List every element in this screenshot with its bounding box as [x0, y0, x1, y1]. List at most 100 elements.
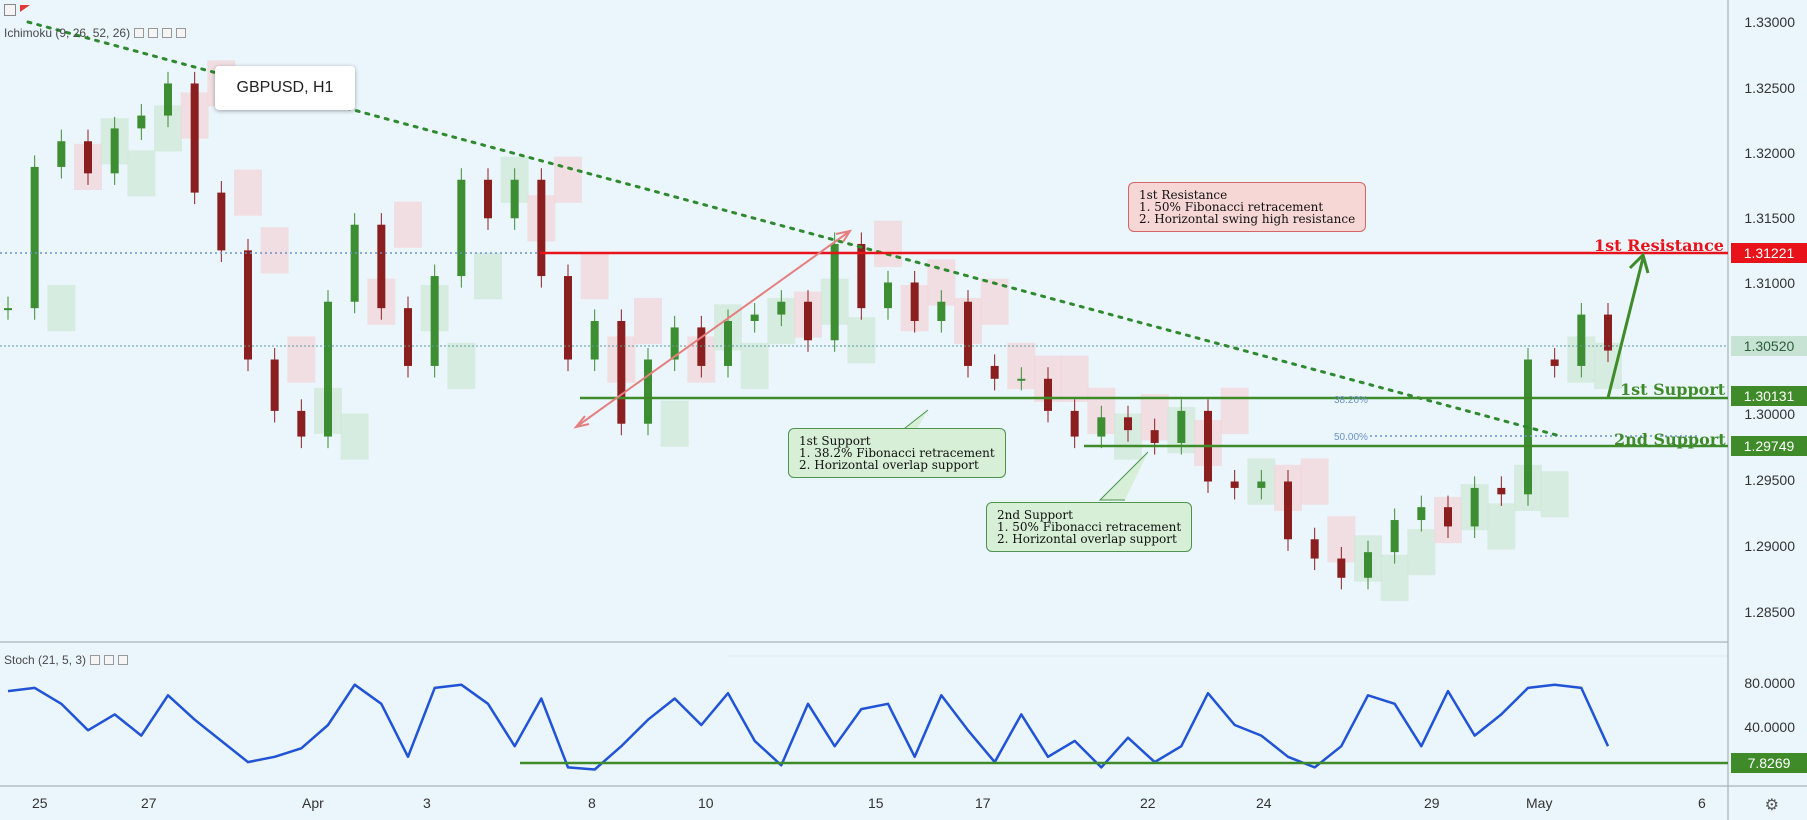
candle-body: [804, 301, 812, 341]
date-axis-label: 17: [975, 795, 991, 811]
stoch-legend[interactable]: Stoch (21, 5, 3): [4, 653, 129, 667]
candle-body: [1417, 507, 1426, 521]
candle-body: [84, 141, 92, 174]
price-candles: [4, 71, 1612, 590]
cloud-segment: [1407, 529, 1436, 576]
cloud-segment: [660, 400, 689, 447]
resistance-note[interactable]: 1st Resistance 1. 50% Fibonacci retracem…: [1128, 182, 1367, 232]
cloud-segment: [234, 169, 262, 216]
gear-icon[interactable]: [148, 28, 159, 38]
ichimoku-label: Ichimoku (9, 26, 52, 26): [4, 26, 131, 40]
stoch-level-tag: 7.8269: [1731, 753, 1807, 773]
resistance-label: 1st Resistance: [1594, 236, 1724, 255]
candle-body: [1044, 378, 1052, 411]
candle-body: [164, 83, 172, 116]
ichimoku-legend[interactable]: Ichimoku (9, 26, 52, 26): [4, 26, 187, 40]
date-axis-label: Apr: [302, 795, 324, 811]
candle-body: [1390, 520, 1399, 553]
candle-body: [457, 179, 466, 277]
candle-body: [1230, 481, 1239, 488]
eye-icon[interactable]: [90, 655, 101, 665]
support1-price-tag: 1.30131: [1731, 386, 1807, 406]
cloud-segment: [474, 252, 502, 300]
candle-body: [617, 321, 626, 424]
flag-icon[interactable]: [20, 4, 30, 12]
cloud-segment: [554, 156, 582, 203]
date-axis-label: 22: [1140, 795, 1156, 811]
candle-body: [1070, 410, 1079, 437]
date-axis-label: 6: [1698, 795, 1706, 811]
close-icon[interactable]: [176, 28, 187, 38]
candle-body: [537, 179, 546, 277]
candle-body: [884, 282, 892, 309]
candle-body: [750, 314, 759, 321]
candle-body: [724, 321, 732, 366]
price-axis-label: 1.30000: [1744, 406, 1795, 422]
fib-arrow-head-start: [573, 415, 590, 429]
price-axis-label: 1.29500: [1744, 472, 1795, 488]
lock-icon[interactable]: [162, 28, 173, 38]
candle-body: [190, 83, 199, 193]
support1-label: 1st Support: [1620, 380, 1726, 399]
candle-body: [30, 166, 39, 309]
candle-body: [990, 365, 999, 379]
support2-label: 2nd Support: [1614, 430, 1726, 449]
stoch-axis-label: 40.0000: [1744, 719, 1795, 735]
target-arrow-head: [1628, 252, 1650, 274]
price-axis-label: 1.29000: [1744, 538, 1795, 554]
candle-body: [1577, 314, 1586, 366]
candle-body: [670, 327, 679, 360]
price-axis-label: 1.28500: [1744, 604, 1795, 620]
cloud-segment: [47, 285, 76, 332]
candle-body: [644, 359, 652, 424]
fib50-label: 50.00%: [1334, 432, 1368, 443]
eye-icon[interactable]: [134, 28, 145, 38]
candle-body: [1124, 417, 1132, 431]
settings-gear-icon[interactable]: ⚙: [1764, 797, 1779, 814]
fib-measure-line: [575, 230, 851, 428]
candle-body: [830, 243, 839, 341]
candle-body: [1364, 552, 1372, 578]
cloud-segment: [340, 413, 369, 460]
cloud-segment: [1540, 471, 1569, 518]
date-axis-label: 24: [1256, 795, 1272, 811]
candle-body: [324, 301, 332, 437]
cloud-segment: [634, 297, 662, 345]
symbol-label[interactable]: GBPUSD, H1: [215, 66, 355, 110]
candle-body: [510, 179, 519, 219]
cloud-segment: [740, 342, 769, 390]
candle-body: [430, 276, 439, 366]
cloud-segment: [1060, 355, 1089, 402]
note2-pointer: [1098, 451, 1149, 501]
support1-note[interactable]: 1st Support 1. 38.2% Fibonacci retraceme…: [788, 428, 1006, 478]
cloud-segment: [287, 336, 316, 383]
candle-body: [137, 115, 146, 129]
candle-body: [937, 301, 946, 321]
cloud-segment: [1300, 458, 1329, 505]
candle-body: [404, 308, 412, 366]
close-icon[interactable]: [118, 655, 129, 665]
fib382-label: 38.20%: [1334, 395, 1368, 406]
candle-body: [4, 308, 12, 311]
candle-body: [1310, 539, 1319, 559]
cloud-segment: [580, 252, 609, 300]
candle-body: [217, 192, 226, 251]
date-axis-label: 27: [141, 795, 157, 811]
cloud-segment: [1220, 387, 1249, 434]
gear-icon[interactable]: [104, 655, 115, 665]
candle-body: [1497, 487, 1506, 495]
date-axis-label: 8: [588, 795, 596, 811]
candle-body: [1097, 417, 1106, 437]
fib-arrow-head-end: [835, 229, 853, 243]
candle-body: [1177, 410, 1186, 443]
candle-body: [377, 224, 386, 309]
cloud-segment: [127, 150, 156, 197]
support2-note[interactable]: 2nd Support 1. 50% Fibonacci retracement…: [986, 502, 1193, 552]
price-axis-label: 1.33000: [1744, 14, 1795, 30]
chart-toolbar[interactable]: [4, 4, 30, 16]
candle-body: [110, 128, 119, 174]
candle-body: [590, 321, 599, 360]
candle-body: [1017, 378, 1026, 381]
chart-settings-icon[interactable]: [4, 4, 16, 16]
